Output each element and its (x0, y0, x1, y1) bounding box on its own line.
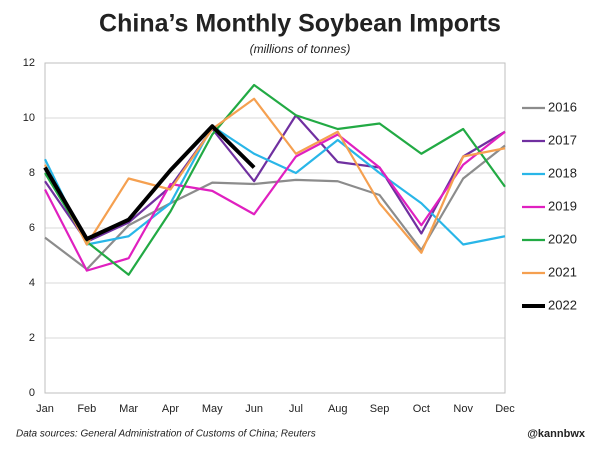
y-tick-label: 4 (29, 277, 35, 289)
x-tick-label: Feb (77, 403, 96, 415)
series-line (44, 125, 506, 246)
x-tick-label: Apr (162, 403, 179, 415)
legend-label: 2021 (548, 264, 577, 279)
x-tick-label: Jan (36, 403, 54, 415)
y-tick-label: 8 (29, 167, 35, 179)
chart-subtitle: (millions of tonnes) (250, 42, 351, 56)
x-tick-label: Oct (413, 403, 430, 415)
plot-frame (44, 62, 506, 394)
y-tick-label: 12 (23, 57, 35, 69)
x-tick-label: Aug (328, 403, 348, 415)
x-tick-label: Nov (453, 403, 473, 415)
y-tick-label: 2 (29, 332, 35, 344)
series-line (44, 97, 506, 254)
legend-label: 2019 (548, 198, 577, 213)
y-tick-label: 6 (29, 222, 35, 234)
source-note: Data sources: General Administration of … (16, 429, 316, 440)
x-tick-label: Jul (289, 403, 303, 415)
series-line (44, 83, 506, 276)
series-line (44, 130, 506, 272)
chart-title: China’s Monthly Soybean Imports (99, 10, 501, 38)
y-tick-label: 10 (23, 112, 35, 124)
series-line (44, 114, 506, 243)
legend-label: 2018 (548, 165, 577, 180)
x-tick-label: May (202, 403, 223, 415)
y-tick-label: 0 (29, 387, 35, 399)
legend-label: 2022 (548, 297, 577, 312)
credit: @kannbwx (527, 428, 586, 440)
x-tick-label: Mar (119, 403, 138, 415)
legend-label: 2020 (548, 231, 577, 246)
legend-label: 2017 (548, 132, 577, 147)
x-tick-label: Dec (495, 403, 515, 415)
legend-label: 2016 (548, 99, 577, 114)
x-tick-label: Jun (245, 403, 263, 415)
x-tick-label: Sep (370, 403, 390, 415)
series-line (43, 124, 256, 241)
